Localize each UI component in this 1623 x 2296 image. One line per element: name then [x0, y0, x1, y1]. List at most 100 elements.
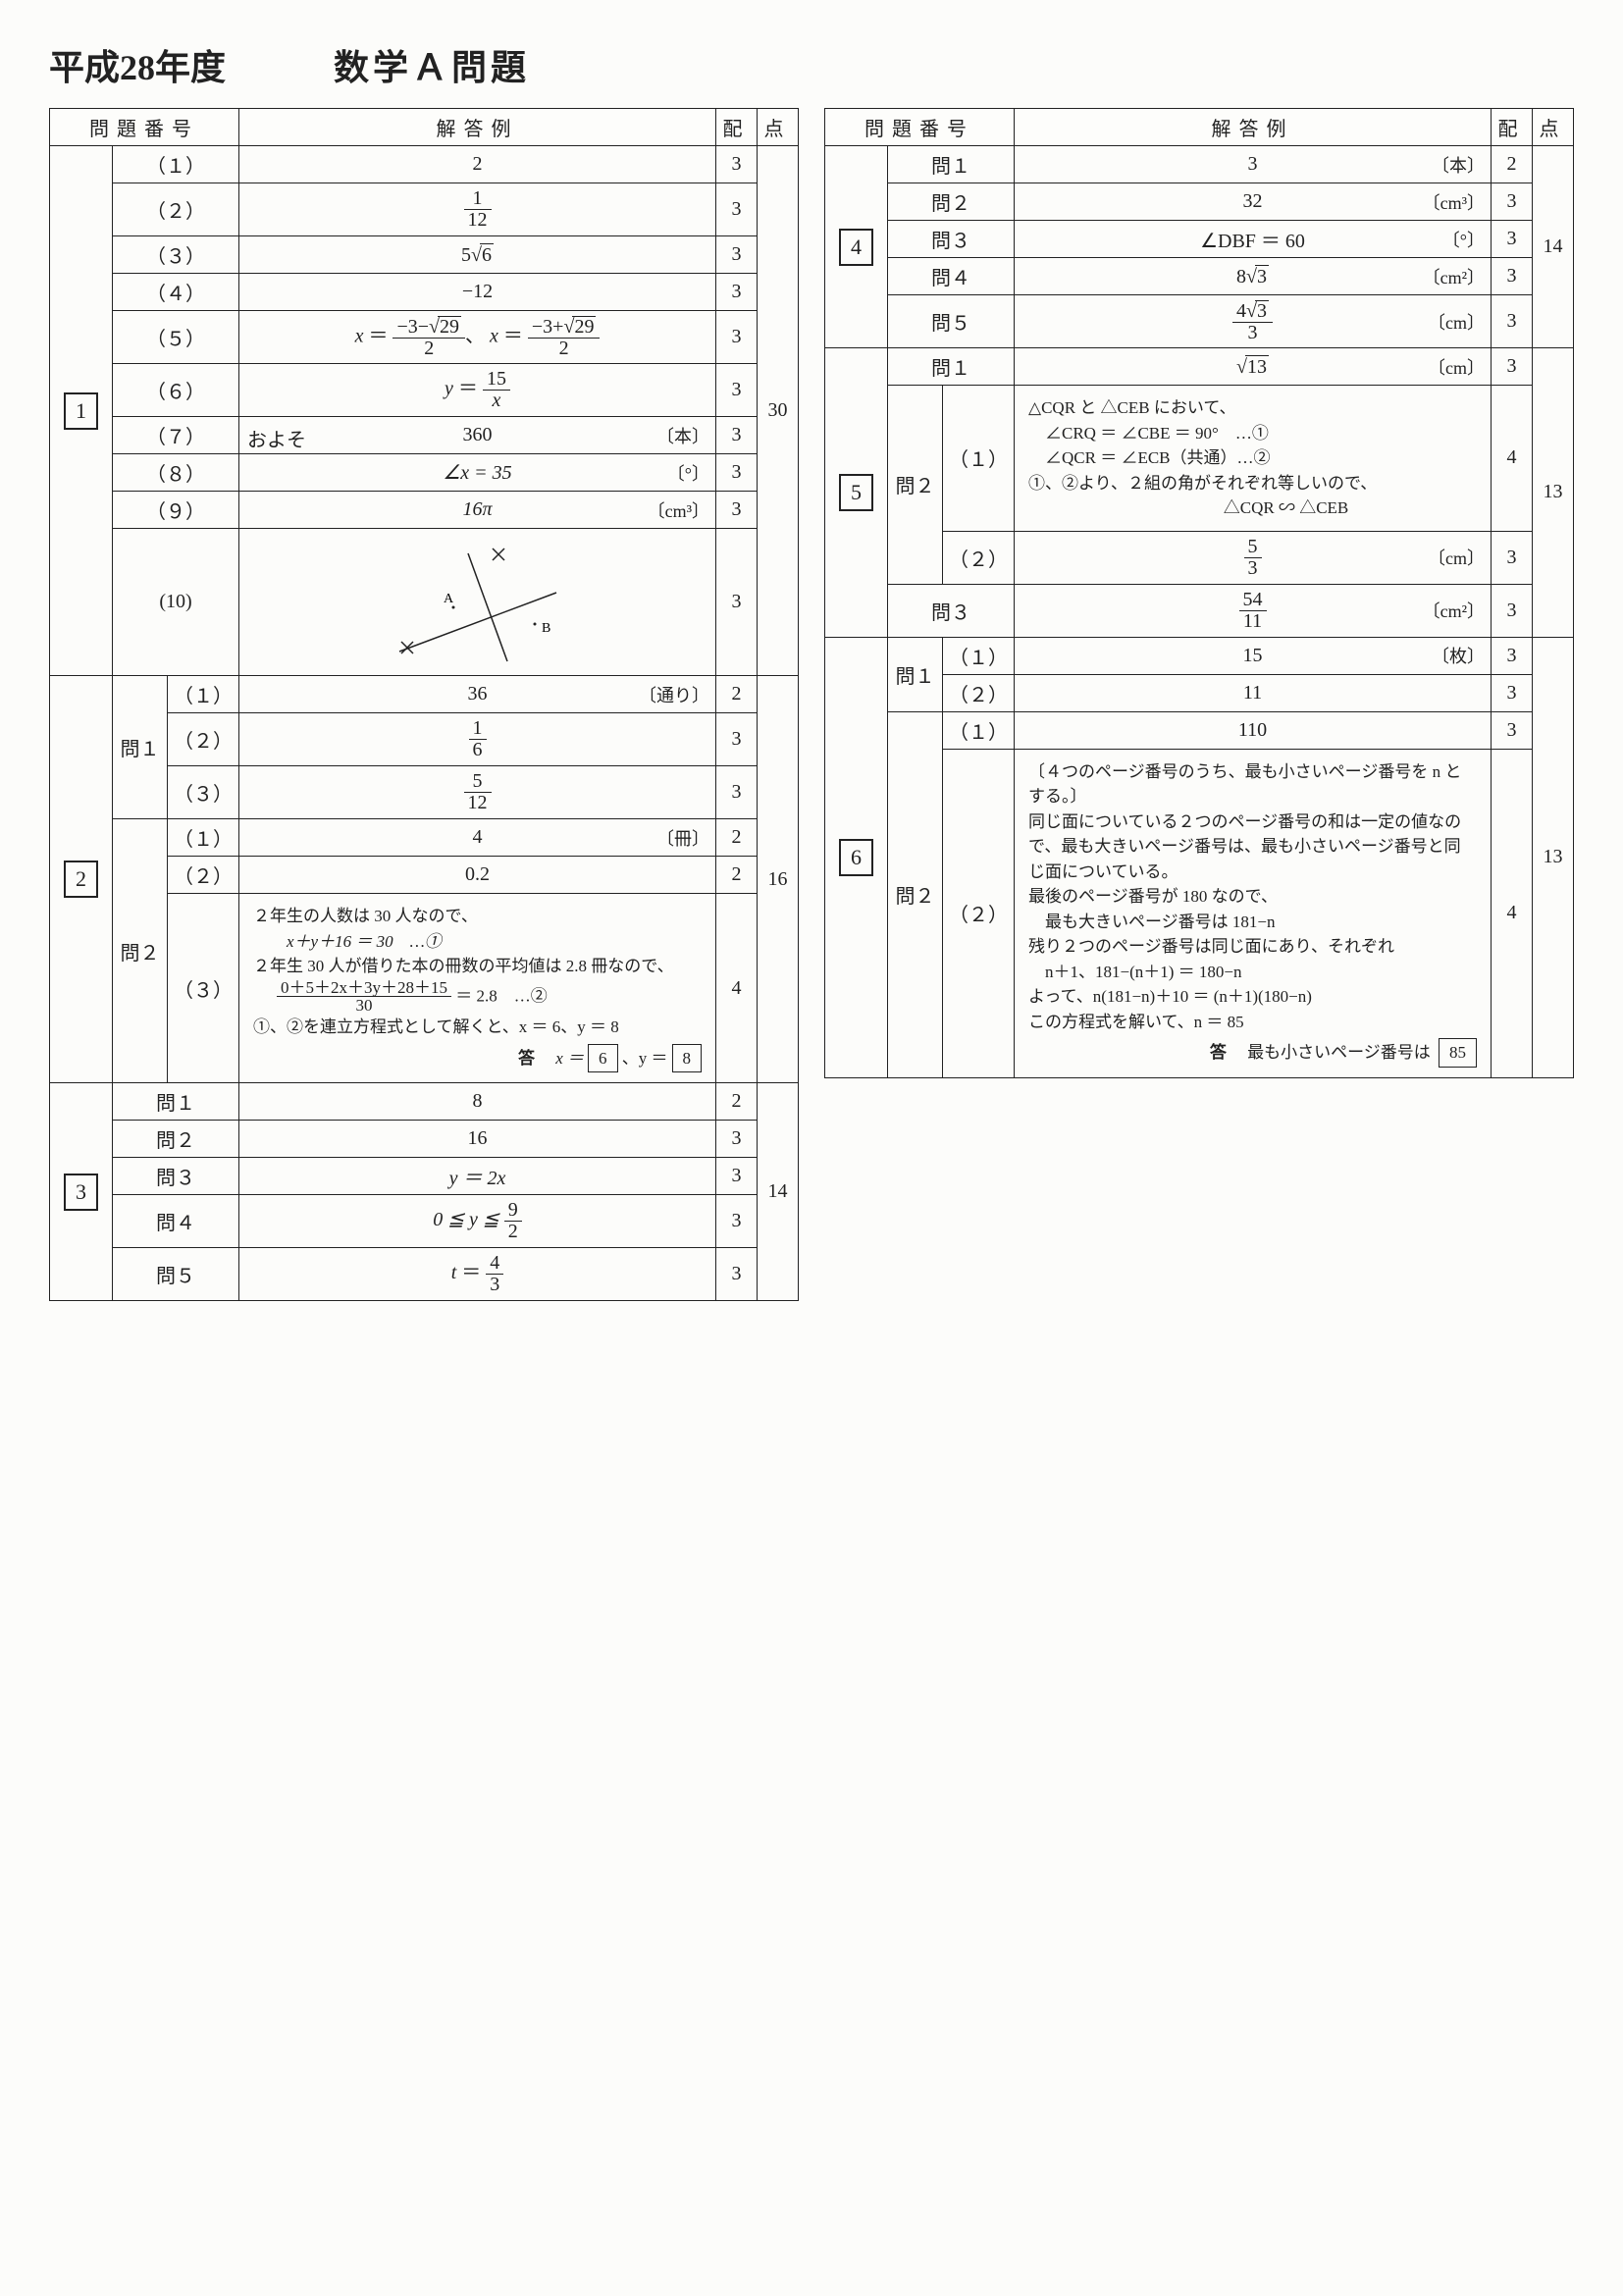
answer-cell: 16π 〔cm³〕 — [239, 492, 716, 529]
sub-number: 問４ — [888, 258, 1015, 295]
points: 3 — [716, 1248, 758, 1301]
table-row: （２） 112 3 — [50, 183, 799, 236]
answer-cell: y ＝ 2x — [239, 1158, 716, 1195]
answer-cell: 16 — [239, 713, 716, 766]
sub-number: （１） — [168, 819, 239, 857]
table-row: （８） ∠x = 35 〔°〕 3 — [50, 454, 799, 492]
sub-number: （８） — [113, 454, 239, 492]
group-label: 問２ — [888, 386, 943, 585]
total-points: 30 — [758, 146, 799, 676]
problem-number: 4 — [825, 146, 888, 348]
table-row: 問４ 83 〔cm²〕 3 — [825, 258, 1574, 295]
col-answer: 解答例 — [239, 109, 716, 146]
points: 3 — [716, 1195, 758, 1248]
answer-cell: 5411 〔cm²〕 — [1015, 584, 1492, 637]
table-row: （６） y ＝ 15x 3 — [50, 364, 799, 417]
sub-number: （６） — [113, 364, 239, 417]
points: 3 — [716, 1121, 758, 1158]
points: 3 — [1492, 221, 1533, 258]
sub-number: （２） — [113, 183, 239, 236]
table-row: 問２ 32〔cm³〕 3 — [825, 183, 1574, 221]
sub-number: （２） — [943, 531, 1015, 584]
svg-text:A: A — [444, 592, 454, 606]
answer-cell: y ＝ 15x — [239, 364, 716, 417]
points: 4 — [1492, 386, 1533, 532]
points: 3 — [716, 492, 758, 529]
sub-number: 問２ — [113, 1121, 239, 1158]
sub-number: 問３ — [888, 221, 1015, 258]
group-label: 問２ — [113, 819, 168, 1083]
points: 2 — [716, 1083, 758, 1121]
answer-cell: 11 — [1015, 674, 1492, 711]
right-column: 問題番号 解答例 配 点 4 問１ 3〔本〕 2 14 問２ 32〔cm³〕 3… — [824, 108, 1574, 1078]
col-question: 問題番号 — [50, 109, 239, 146]
sub-number: (10) — [113, 529, 239, 676]
group-label: 問２ — [888, 711, 943, 1077]
points: 2 — [1492, 146, 1533, 183]
points: 4 — [1492, 749, 1533, 1077]
answer-cell: 13 〔cm〕 — [1015, 348, 1492, 386]
table-row: 問５ t ＝ 43 3 — [50, 1248, 799, 1301]
sub-number: （１） — [168, 676, 239, 713]
table-row: 問２ （１） 4〔冊〕 2 — [50, 819, 799, 857]
answer-table-left: 問題番号 解答例 配 点 1 （１） 2 3 30 （２） 112 3 （３） … — [49, 108, 799, 1301]
table-row: 問４ 0 ≦ y ≦ 92 3 — [50, 1195, 799, 1248]
col-ten: 点 — [1533, 109, 1574, 146]
points: 3 — [1492, 183, 1533, 221]
table-row: （４） −12 3 — [50, 274, 799, 311]
points: 3 — [716, 183, 758, 236]
points: 3 — [716, 713, 758, 766]
points: 3 — [716, 311, 758, 364]
header-row: 問題番号 解答例 配 点 — [50, 109, 799, 146]
sub-number: 問５ — [113, 1248, 239, 1301]
left-column: 問題番号 解答例 配 点 1 （１） 2 3 30 （２） 112 3 （３） … — [49, 108, 799, 1301]
table-row: 3 問１ 8 2 14 — [50, 1083, 799, 1121]
sub-number: （７） — [113, 417, 239, 454]
answer-cell: t ＝ 43 — [239, 1248, 716, 1301]
points: 3 — [716, 529, 758, 676]
table-row: （９） 16π 〔cm³〕 3 — [50, 492, 799, 529]
sub-number: （２） — [168, 713, 239, 766]
table-row: 問３ y ＝ 2x 3 — [50, 1158, 799, 1195]
answer-proof: △CQR と △CEB において、 ∠CRQ ＝ ∠CBE ＝ 90° …① ∠… — [1015, 386, 1492, 532]
sub-number: （２） — [168, 857, 239, 894]
points: 3 — [1492, 531, 1533, 584]
table-row: 問２ （１） 110 3 — [825, 711, 1574, 749]
answer-cell: 83 〔cm²〕 — [1015, 258, 1492, 295]
points: 3 — [1492, 637, 1533, 674]
answer-cell: 2 — [239, 146, 716, 183]
table-row: 問２ （１） △CQR と △CEB において、 ∠CRQ ＝ ∠CBE ＝ 9… — [825, 386, 1574, 532]
points: 3 — [716, 1158, 758, 1195]
answer-cell: 16 — [239, 1121, 716, 1158]
points: 3 — [716, 146, 758, 183]
sub-number: 問１ — [888, 146, 1015, 183]
points: 4 — [716, 894, 758, 1083]
problem-number: 6 — [825, 637, 888, 1077]
points: 3 — [716, 236, 758, 274]
answer-cell: およそ 360 〔本〕 — [239, 417, 716, 454]
group-label: 問１ — [113, 676, 168, 819]
points: 3 — [1492, 348, 1533, 386]
table-row: 問３ 5411 〔cm²〕 3 — [825, 584, 1574, 637]
col-question: 問題番号 — [825, 109, 1015, 146]
table-row: 6 問１ （１） 15〔枚〕 3 13 — [825, 637, 1574, 674]
points: 3 — [1492, 584, 1533, 637]
sub-number: （２） — [943, 749, 1015, 1077]
year-label: 平成28年度 — [49, 39, 226, 90]
table-row: （５） x ＝ −3−29 2 、 x ＝ −3+29 2 3 — [50, 311, 799, 364]
points: 3 — [716, 364, 758, 417]
problem-number: 2 — [50, 676, 113, 1083]
sub-number: 問２ — [888, 183, 1015, 221]
sub-number: （９） — [113, 492, 239, 529]
points: 3 — [716, 454, 758, 492]
points: 2 — [716, 819, 758, 857]
sub-number: （１） — [113, 146, 239, 183]
sub-number: 問３ — [888, 584, 1015, 637]
table-row: 問２ 16 3 — [50, 1121, 799, 1158]
total-points: 16 — [758, 676, 799, 1083]
col-ten: 点 — [758, 109, 799, 146]
problem-number: 1 — [50, 146, 113, 676]
svg-text:B: B — [542, 621, 550, 636]
sub-number: （２） — [943, 674, 1015, 711]
table-row: （３） 56 3 — [50, 236, 799, 274]
